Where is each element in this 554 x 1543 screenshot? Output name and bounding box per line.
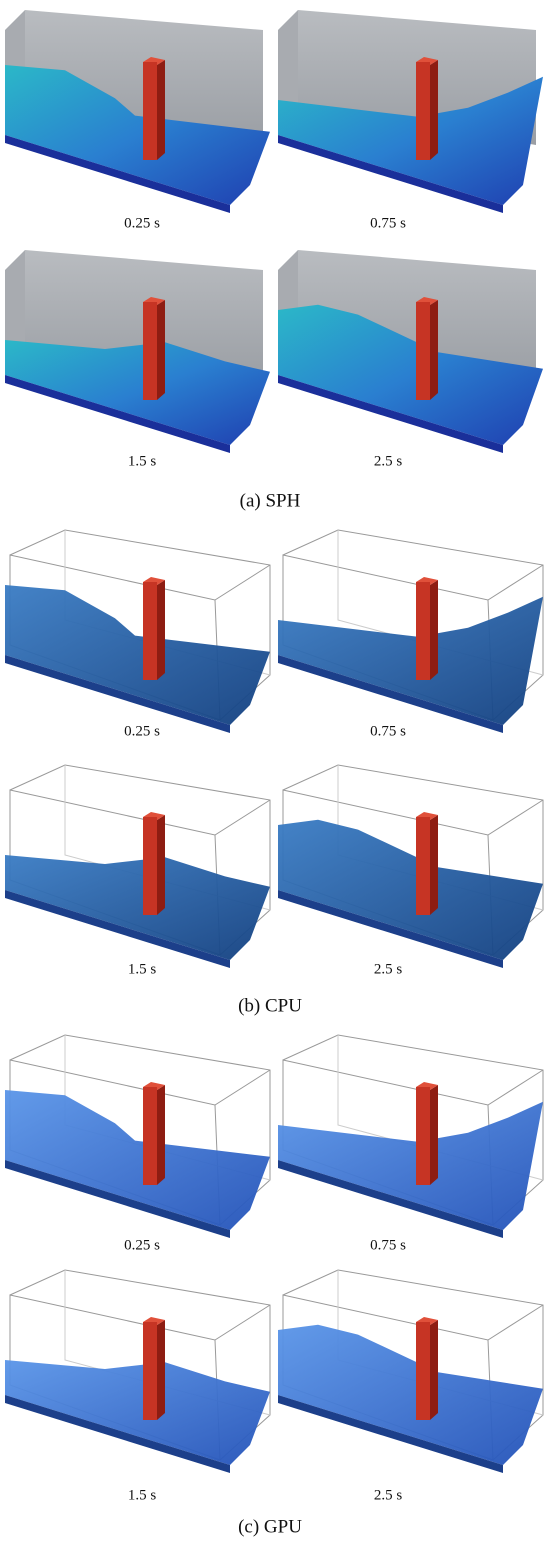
frame-label: 1.5 s xyxy=(128,1487,157,1503)
simulation-frame xyxy=(278,250,543,453)
pillar xyxy=(416,817,430,915)
frame-label: 2.5 s xyxy=(374,961,403,977)
simulation-frame xyxy=(5,1035,270,1238)
pillar-side xyxy=(157,1320,165,1420)
pillar-side xyxy=(430,60,438,160)
frame-label: 2.5 s xyxy=(374,1487,403,1503)
simulation-frame xyxy=(278,765,543,968)
frame-label: 0.25 s xyxy=(124,1237,160,1253)
pillar xyxy=(416,302,430,400)
simulation-frame xyxy=(5,1270,270,1473)
panel-caption: (a) SPH xyxy=(240,490,301,511)
pillar-side xyxy=(430,1085,438,1185)
pillar-side xyxy=(157,815,165,915)
simulation-frame xyxy=(5,250,270,453)
side-wall xyxy=(278,10,298,115)
simulation-frame xyxy=(5,530,270,733)
pillar-side xyxy=(430,815,438,915)
side-wall xyxy=(5,250,25,355)
pillar-side xyxy=(430,300,438,400)
pillar-side xyxy=(430,1320,438,1420)
pillar xyxy=(416,582,430,680)
pillar xyxy=(143,817,157,915)
pillar-side xyxy=(157,300,165,400)
water xyxy=(278,597,543,725)
pillar xyxy=(143,1322,157,1420)
pillar xyxy=(416,1087,430,1185)
frame-label: 1.5 s xyxy=(128,453,157,469)
simulation-frame xyxy=(278,1270,543,1473)
simulation-frame xyxy=(5,10,270,213)
pillar xyxy=(143,62,157,160)
frame-label: 0.25 s xyxy=(124,215,160,231)
pillar xyxy=(143,302,157,400)
simulation-frame xyxy=(278,10,543,213)
pillar xyxy=(143,1087,157,1185)
frame-label: 0.75 s xyxy=(370,1237,406,1253)
simulation-frame xyxy=(278,1035,543,1238)
pillar-side xyxy=(157,580,165,680)
frame-label: 0.25 s xyxy=(124,723,160,739)
panel-caption: (b) CPU xyxy=(238,995,302,1016)
figure: 0.25 s 0.75 s 1.5 s 2.5 s (a) SPH 0.25 s 0.75 … xyxy=(0,0,554,1543)
frame-label: 2.5 s xyxy=(374,453,403,469)
pillar-side xyxy=(157,60,165,160)
simulation-frame xyxy=(278,530,543,733)
frame-label: 0.75 s xyxy=(370,215,406,231)
pillar xyxy=(416,62,430,160)
frame-label: 1.5 s xyxy=(128,961,157,977)
simulation-frame xyxy=(5,765,270,968)
frame-label: 0.75 s xyxy=(370,723,406,739)
panel-caption: (c) GPU xyxy=(238,1516,302,1537)
pillar-side xyxy=(430,580,438,680)
pillar xyxy=(416,1322,430,1420)
water xyxy=(278,1102,543,1230)
pillar-side xyxy=(157,1085,165,1185)
pillar xyxy=(143,582,157,680)
